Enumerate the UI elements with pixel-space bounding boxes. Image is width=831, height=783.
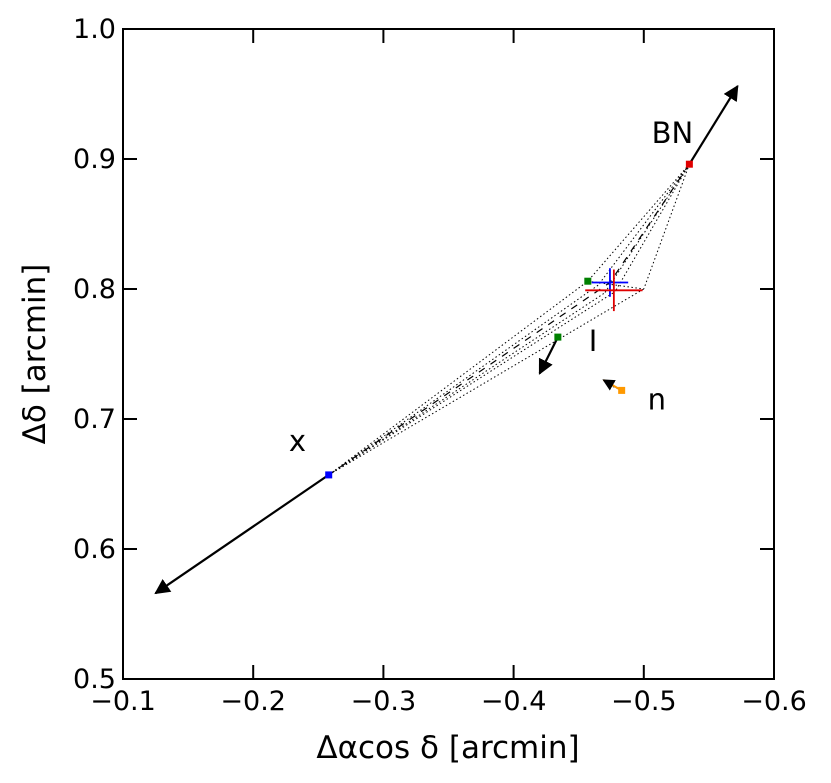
dashed-line: [609, 163, 690, 283]
motion-arrow-x: [154, 473, 330, 595]
source-point-n: [618, 386, 626, 394]
dotted-line: [328, 292, 606, 476]
y-tick-label: 0.7: [73, 404, 116, 435]
y-tick-label: 1.0: [73, 14, 116, 45]
dotted-line: [587, 163, 690, 282]
dotted-line: [328, 288, 645, 476]
x-axis-label: Δαcos δ [arcmin]: [316, 730, 579, 766]
y-tick-label: 0.8: [73, 274, 116, 305]
source-points: [325, 160, 693, 479]
dashed-line: [328, 282, 611, 476]
source-point-bn: [685, 160, 693, 168]
source-annotations: BN In x: [289, 116, 693, 458]
y-tick-label: 0.5: [73, 664, 116, 695]
annotation-x: x: [289, 424, 306, 458]
x-tick-label: −0.6: [741, 686, 807, 717]
connecting-lines: [328, 163, 690, 476]
dotted-line: [614, 163, 690, 292]
y-tick-label: 0.9: [73, 144, 116, 175]
y-axis-label: Δδ [arcmin]: [17, 264, 53, 445]
source-point-i: [554, 333, 562, 341]
annotation-bn: BN: [652, 116, 694, 150]
dotted-line: [643, 164, 690, 290]
motion-arrows: [154, 84, 739, 595]
tick-labels: −0.1 −0.2 −0.3 −0.4 −0.5 −0.6 0.5 0.6 0.7 0.8 0.9 1…: [73, 14, 807, 717]
annotation-i: I: [589, 324, 598, 358]
x-tick-label: −0.1: [90, 686, 156, 717]
position-crosses: [585, 268, 643, 312]
dotted-line: [328, 291, 616, 476]
axis-ticks: [122, 28, 775, 680]
x-tick-label: −0.4: [481, 686, 547, 717]
x-tick-label: −0.3: [351, 686, 417, 717]
dotted-line: [604, 163, 690, 294]
dotted-line: [328, 284, 599, 476]
dotted-line: [328, 280, 589, 476]
motion-arrow-bn: [688, 84, 739, 165]
dotted-line: [597, 163, 690, 286]
annotation-n: n: [648, 383, 666, 417]
motion-arrow-i: [538, 336, 559, 375]
x-tick-label: −0.5: [611, 686, 677, 717]
y-tick-label: 0.6: [73, 534, 116, 565]
plot-frame: [122, 28, 775, 680]
source-point-i-start: [584, 277, 592, 285]
source-point-x: [325, 471, 333, 479]
x-tick-label: −0.2: [220, 686, 286, 717]
